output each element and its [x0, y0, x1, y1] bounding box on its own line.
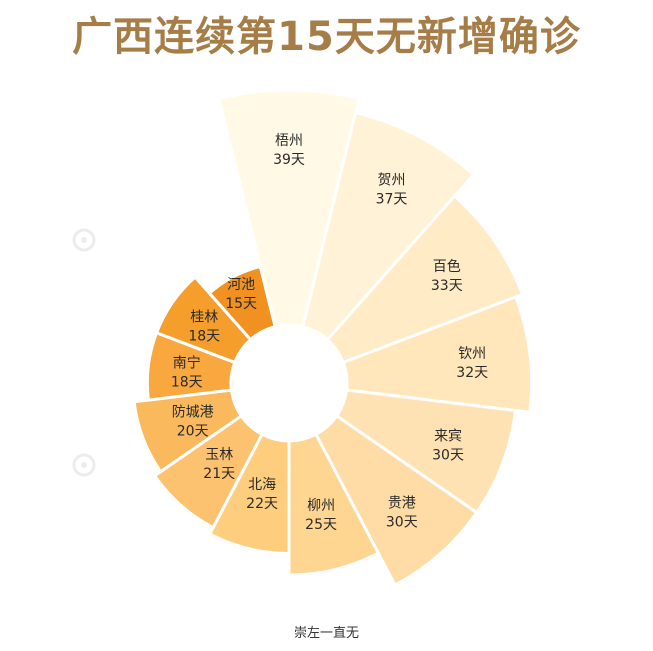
sector-value-label: 22天 — [246, 496, 278, 512]
sector-name-label: 贺州 — [378, 173, 406, 189]
rose-sector — [154, 274, 253, 365]
sector-value-label: 18天 — [171, 375, 203, 391]
sector-name-label: 来宾 — [434, 428, 462, 444]
page-title: 广西连续第15天无新增确诊 — [72, 14, 581, 60]
sector-value-label: 39天 — [273, 152, 305, 168]
sector-name-label: 河池 — [227, 277, 255, 293]
sector-value-label: 15天 — [225, 296, 257, 312]
watermark-logo — [70, 450, 190, 484]
sector-name-label: 北海 — [248, 477, 276, 493]
watermark-logo — [70, 225, 190, 259]
sector-value-label: 25天 — [305, 517, 337, 533]
sector-value-label: 30天 — [432, 447, 464, 463]
sector-name-label: 玉林 — [205, 447, 233, 463]
sector-name-label: 贵港 — [388, 495, 416, 511]
sector-value-label: 20天 — [177, 424, 209, 440]
sector-value-label: 33天 — [431, 278, 463, 294]
sector-name-label: 钦州 — [458, 346, 486, 362]
sector-name-label: 桂林 — [190, 309, 218, 325]
sector-value-label: 32天 — [456, 365, 488, 381]
sector-value-label: 37天 — [376, 192, 408, 208]
center-hole — [231, 325, 347, 441]
sector-name-label: 梧州 — [275, 133, 303, 149]
footnote: 崇左一直无 — [293, 626, 359, 641]
rose-sector — [207, 264, 277, 342]
sector-value-label: 30天 — [386, 514, 418, 530]
sector-name-label: 南宁 — [173, 355, 201, 372]
sector-name-label: 百色 — [433, 258, 461, 275]
sector-value-label: 21天 — [203, 466, 235, 482]
sector-name-label: 柳州 — [307, 497, 335, 514]
sector-value-label: 18天 — [188, 328, 220, 344]
sector-name-label: 防城港 — [172, 405, 214, 421]
